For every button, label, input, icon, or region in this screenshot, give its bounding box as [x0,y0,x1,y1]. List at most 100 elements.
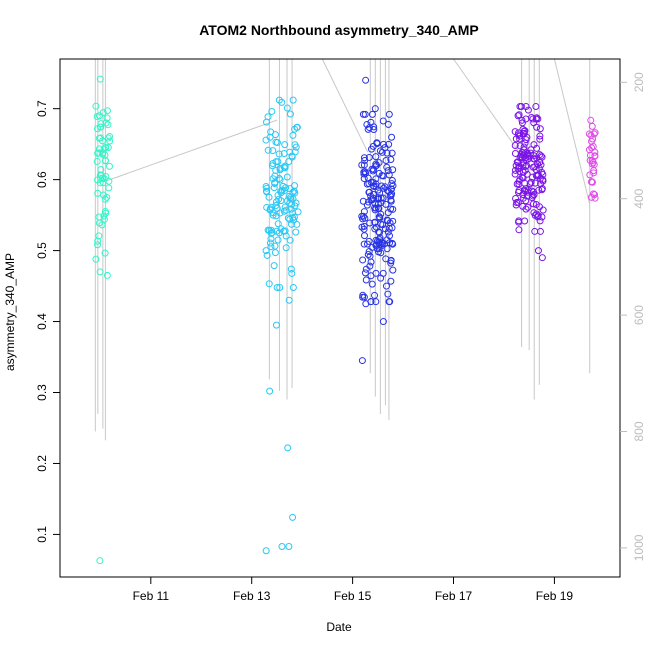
data-point [273,204,281,212]
data-point [359,293,367,301]
data-point [101,195,109,203]
data-point [516,154,524,162]
data-point [512,162,520,170]
data-point [389,266,397,274]
data-point [361,110,369,118]
data-point [262,182,270,190]
data-point [268,229,276,237]
data-point [96,268,104,276]
data-point [99,150,107,158]
data-point [358,357,366,365]
data-point [105,177,113,185]
data-point [385,110,393,118]
y-tick-label: 0.3 [35,384,49,401]
data-point [383,245,391,253]
data-point [387,156,395,164]
data-point [538,168,546,176]
data-point [587,193,595,201]
data-point [531,227,539,235]
data-point [529,163,537,171]
data-point [522,115,530,123]
data-point [292,199,300,207]
data-point [269,209,277,217]
data-point [519,191,527,199]
data-point [514,158,522,166]
data-point [388,133,396,141]
data-point [536,132,544,140]
data-point [94,189,102,197]
data-point [389,182,397,190]
data-point [521,217,529,225]
data-point [103,107,111,115]
data-point [286,110,294,118]
data-point [361,269,369,277]
data-point [383,186,391,194]
data-point [96,75,104,83]
data-point [291,141,299,149]
data-point [100,145,108,153]
data-point [590,169,598,177]
data-point [536,135,544,143]
data-point [522,205,530,213]
data-point [371,219,379,227]
data-point [288,269,296,277]
data-point [375,248,383,256]
data-point [281,203,289,211]
data-point [519,174,527,182]
data-point [591,194,599,202]
data-point [270,262,278,270]
data-point [536,227,544,235]
data-point [526,180,534,188]
data-point [360,161,368,169]
data-point [95,232,103,240]
pressure-connector [321,58,369,153]
data-point [283,104,291,112]
x-tick-label: Feb 17 [435,589,473,603]
data-point [530,119,538,127]
data-point [372,298,380,306]
data-point [386,192,394,200]
data-point [262,547,270,555]
data-point [382,157,390,165]
pressure-connector [553,58,591,205]
data-point [106,133,114,141]
data-point [288,152,296,160]
data-point [588,122,596,130]
data-point [360,168,368,176]
data-point [106,137,114,145]
data-point [286,236,294,244]
data-point [530,188,538,196]
data-point [286,194,294,202]
x-axis: Feb 11 Feb 13 Feb 15 Feb 17 Feb 19 [133,577,573,603]
data-point [515,226,523,234]
data-point [367,192,375,200]
data-point [272,321,280,329]
data-point [378,171,386,179]
y-axis-label: asymmetry_340_AMP [3,253,17,371]
data-point [104,121,112,129]
data-point [362,300,370,308]
data-point [368,280,376,288]
data-point [533,114,541,122]
plot-frame [59,58,621,578]
data-point [98,137,106,145]
data-point [365,248,373,256]
data-point [269,160,277,168]
data-point [522,162,530,170]
data-point [270,184,278,192]
data-point [388,177,396,185]
data-point [372,153,380,161]
data-point [380,140,388,148]
data-point [368,110,376,118]
data-point [282,232,290,240]
data-point [387,277,395,285]
data-point [518,116,526,124]
y-tick-label: 0.4 [35,313,49,330]
data-point [359,256,367,264]
data-point [285,542,293,550]
data-point [368,165,376,173]
y2-tick-label: 600 [632,305,646,325]
data-point [538,186,546,194]
data-point [92,255,100,263]
data-point [534,171,542,179]
